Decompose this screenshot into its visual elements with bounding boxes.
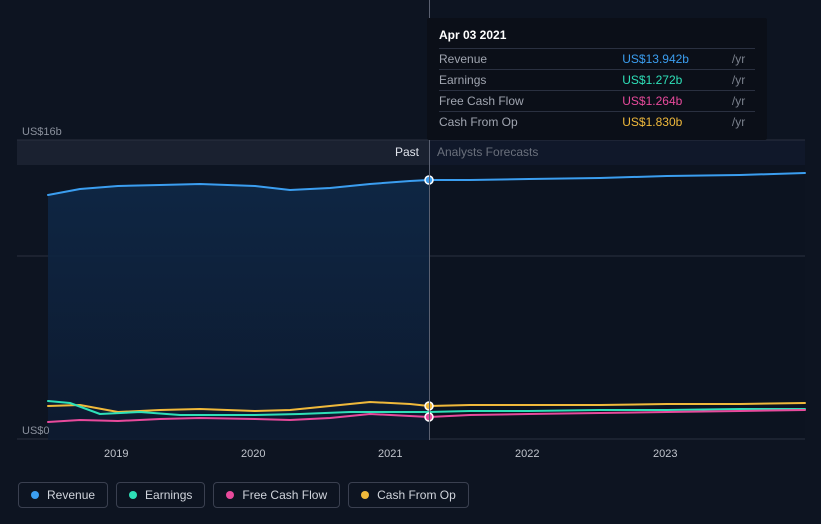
x-axis-tick-label: 2022 [515,448,539,460]
tooltip-row-value: US$1.264b [622,91,729,112]
past-label: Past [395,145,419,159]
forecast-label: Analysts Forecasts [437,145,538,159]
chart-legend: Revenue Earnings Free Cash Flow Cash From O… [18,482,469,508]
legend-dot-icon [361,491,369,499]
tooltip-row: Free Cash FlowUS$1.264b/yr [439,91,755,112]
tooltip-row-label: Revenue [439,49,622,70]
tooltip-row: Cash From OpUS$1.830b/yr [439,112,755,133]
legend-dot-icon [226,491,234,499]
legend-item[interactable]: Free Cash Flow [213,482,340,508]
x-axis-tick-label: 2020 [241,448,265,460]
legend-dot-icon [129,491,137,499]
tooltip-row: RevenueUS$13.942b/yr [439,49,755,70]
tooltip-row-unit: /yr [729,91,755,112]
x-axis-tick-label: 2019 [104,448,128,460]
x-axis-tick-label: 2021 [378,448,402,460]
tooltip-row-label: Free Cash Flow [439,91,622,112]
legend-item-label: Free Cash Flow [242,488,327,502]
tooltip-row-label: Earnings [439,70,622,91]
legend-item-label: Earnings [145,488,192,502]
tooltip-row-unit: /yr [729,112,755,133]
legend-item[interactable]: Revenue [18,482,108,508]
legend-item-label: Revenue [47,488,95,502]
legend-item-label: Cash From Op [377,488,456,502]
tooltip-row-value: US$1.272b [622,70,729,91]
legend-dot-icon [31,491,39,499]
y-axis-tick-label: US$0 [22,425,50,437]
tooltip-row-unit: /yr [729,49,755,70]
tooltip-row-label: Cash From Op [439,112,622,133]
legend-item[interactable]: Cash From Op [348,482,469,508]
legend-item[interactable]: Earnings [116,482,205,508]
chart-container: Apr 03 2021 RevenueUS$13.942b/yrEarnings… [0,0,821,524]
x-axis-tick-label: 2023 [653,448,677,460]
tooltip-row-value: US$1.830b [622,112,729,133]
tooltip-table: RevenueUS$13.942b/yrEarningsUS$1.272b/yr… [439,48,755,132]
chart-tooltip: Apr 03 2021 RevenueUS$13.942b/yrEarnings… [427,18,767,140]
tooltip-row: EarningsUS$1.272b/yr [439,70,755,91]
tooltip-date: Apr 03 2021 [439,26,755,48]
tooltip-row-value: US$13.942b [622,49,729,70]
tooltip-row-unit: /yr [729,70,755,91]
y-axis-tick-label: US$16b [22,126,62,138]
